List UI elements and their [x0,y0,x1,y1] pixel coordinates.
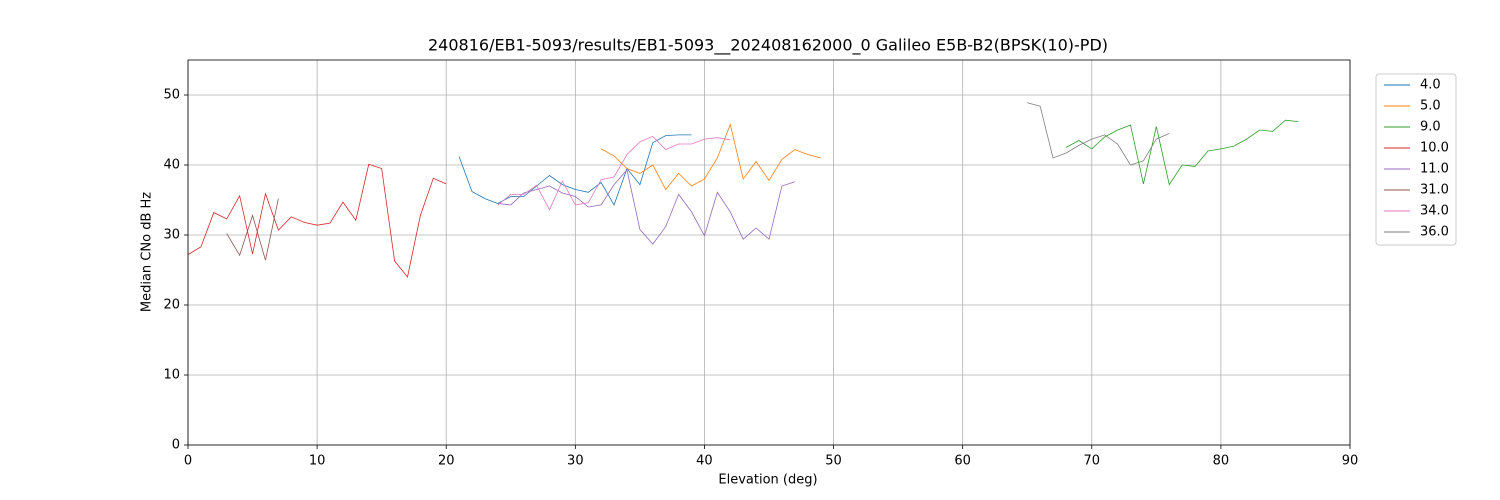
x-tick-label: 60 [954,454,971,469]
legend-label: 31.0 [1420,183,1449,198]
x-tick-label: 0 [184,454,192,469]
data-line [187,163,447,278]
data-line [1065,119,1299,186]
legend-label: 36.0 [1420,225,1449,240]
y-axis-label: Median CNo dB Hz [140,192,155,312]
data-line [600,123,821,191]
legend-label: 10.0 [1420,141,1449,156]
y-tick-label: 10 [163,368,180,383]
x-tick-label: 70 [1084,454,1101,469]
y-tick-label: 30 [163,228,180,243]
data-line [497,169,795,245]
x-tick-label: 40 [696,454,713,469]
plot-frame [187,59,1351,446]
y-tick-label: 40 [163,158,180,173]
y-tick-label: 50 [163,88,180,103]
legend-label: 11.0 [1420,162,1449,177]
chart-title: 240816/EB1-5093/results/EB1-5093__202408… [428,36,1108,56]
x-tick-label: 10 [309,454,326,469]
x-tick-label: 90 [1342,454,1359,469]
legend-box [1375,73,1457,246]
legend-label: 5.0 [1420,99,1441,114]
data-line [1027,102,1170,166]
x-tick-label: 30 [567,454,584,469]
data-line [497,135,731,211]
x-axis-label: Elevation (deg) [718,473,817,488]
data-line [226,198,279,261]
legend-label: 4.0 [1420,78,1441,93]
x-tick-label: 50 [825,454,842,469]
legend-label: 9.0 [1420,120,1441,135]
x-tick-label: 20 [438,454,455,469]
legend-label: 34.0 [1420,204,1449,219]
x-tick-label: 80 [1213,454,1230,469]
y-tick-label: 20 [163,298,180,313]
y-tick-label: 0 [172,438,180,453]
